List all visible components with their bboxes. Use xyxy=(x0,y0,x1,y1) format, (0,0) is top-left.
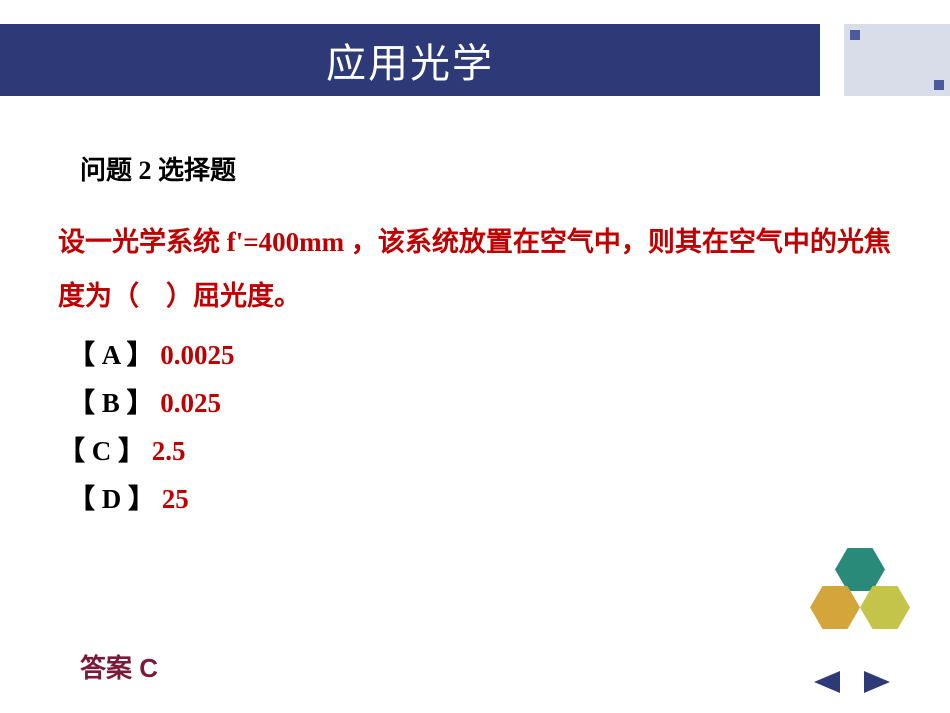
prev-arrow-button[interactable] xyxy=(814,671,840,693)
accent-dot xyxy=(850,30,860,40)
hex-icon xyxy=(835,548,885,591)
option-a-bracket: 【 A 】 xyxy=(68,340,154,370)
option-c: 【 C 】 2.5 xyxy=(58,427,910,475)
option-c-bracket: 【 C 】 xyxy=(58,436,145,466)
option-c-value: 2.5 xyxy=(145,436,186,466)
next-arrow-button[interactable] xyxy=(864,671,890,693)
header-side-accent xyxy=(840,24,950,96)
slide-title: 应用光学 xyxy=(326,31,494,89)
option-a-value: 0.0025 xyxy=(154,340,235,370)
options-list: 【 A 】 0.0025 【 B 】 0.025 【 C 】 2.5 【 D 】… xyxy=(68,331,910,523)
option-d-value: 25 xyxy=(155,484,189,514)
option-a: 【 A 】 0.0025 xyxy=(68,331,910,379)
accent-dot xyxy=(934,80,944,90)
option-b-value: 0.025 xyxy=(154,388,222,418)
hex-icon xyxy=(860,586,910,629)
option-d-bracket: 【 D 】 xyxy=(68,484,155,514)
nav-arrows xyxy=(814,671,890,693)
slide-content: 问题 2 选择题 设一光学系统 f'=400mm ，该系统放置在空气中，则其在空… xyxy=(40,150,910,523)
hex-icon xyxy=(810,586,860,629)
slide-header-bar: 应用光学 xyxy=(0,24,820,96)
question-heading: 问题 2 选择题 xyxy=(80,150,910,187)
option-b: 【 B 】 0.025 xyxy=(68,379,910,427)
answer-label: 答案 C xyxy=(80,648,158,685)
question-text: 设一光学系统 f'=400mm ，该系统放置在空气中，则其在空气中的光焦度为（ … xyxy=(58,215,910,323)
option-b-bracket: 【 B 】 xyxy=(68,388,154,418)
option-d: 【 D 】 25 xyxy=(68,475,910,523)
hexagon-decoration xyxy=(790,548,910,658)
